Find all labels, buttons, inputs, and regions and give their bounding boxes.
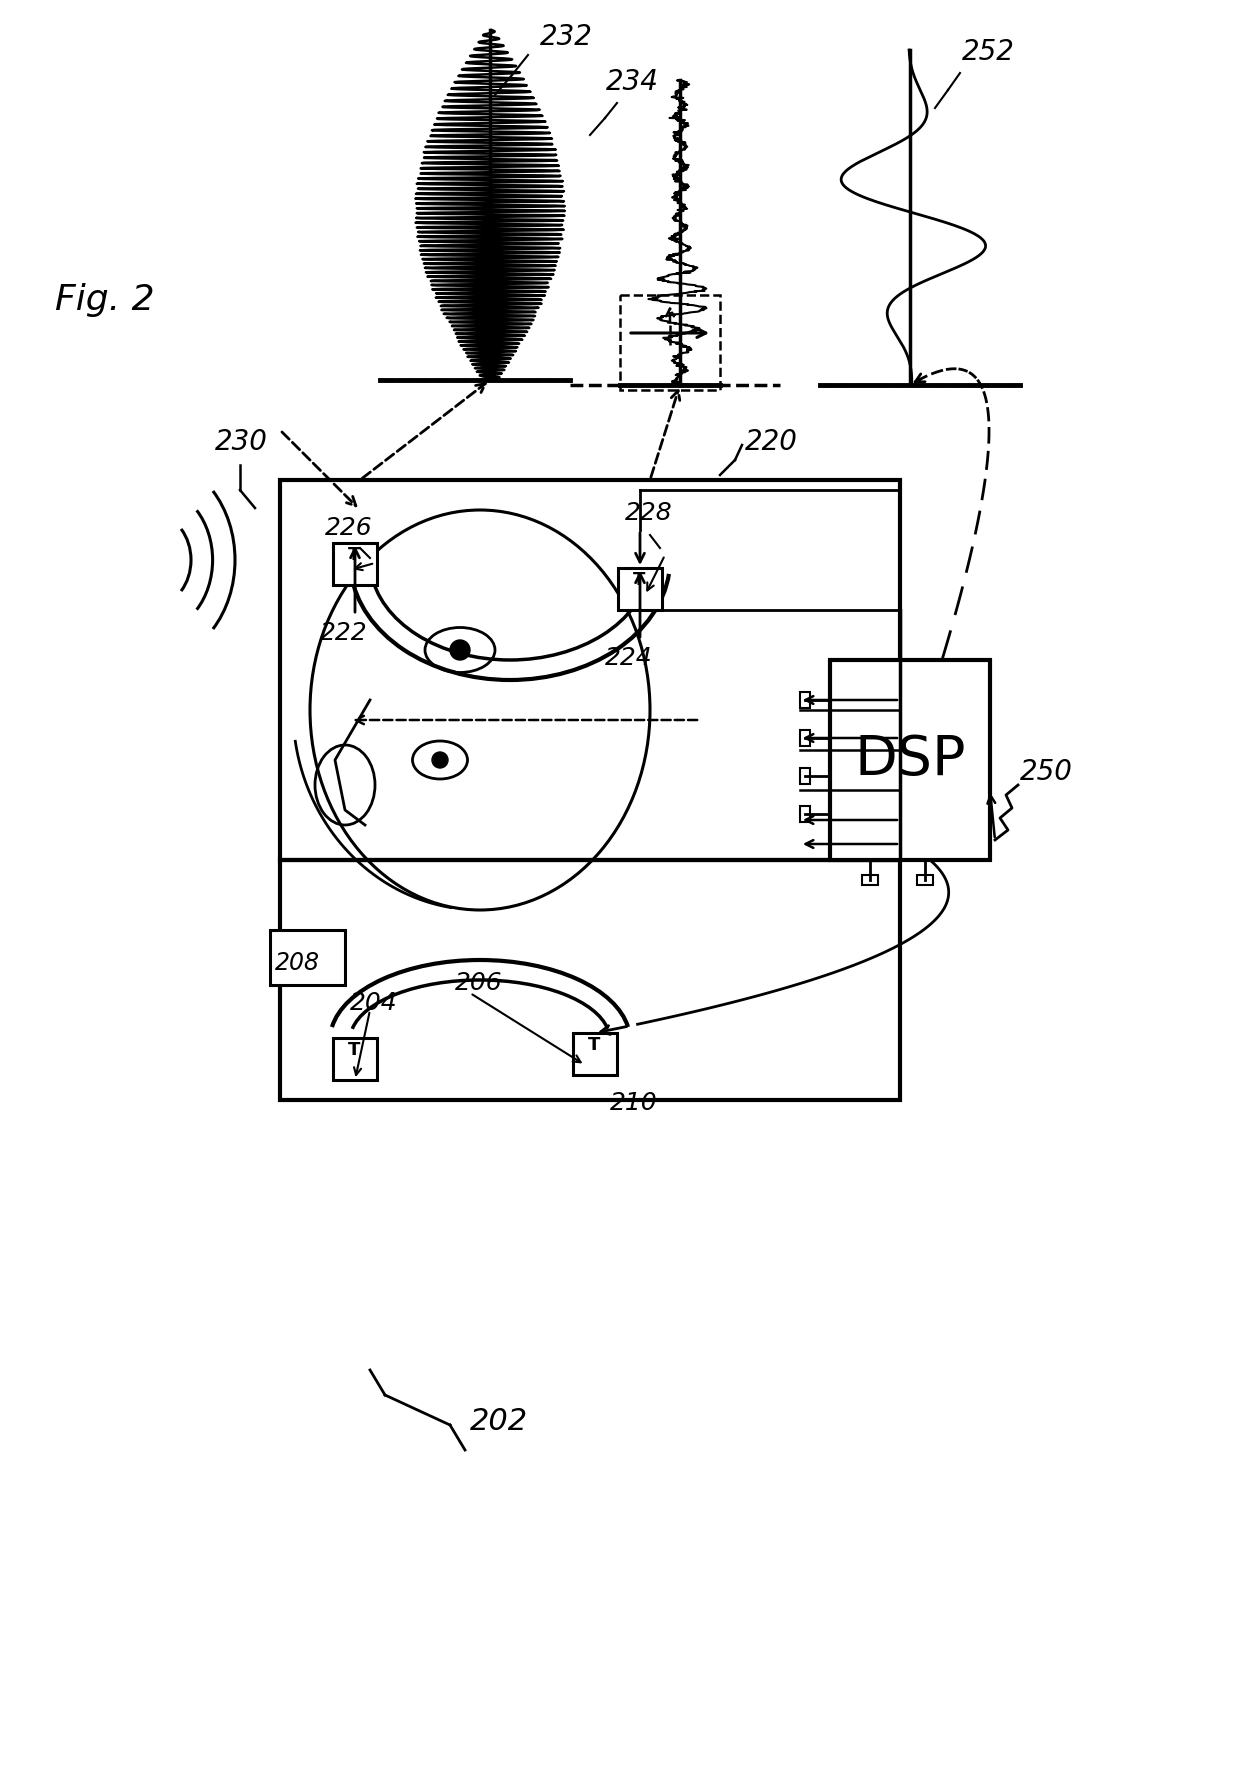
Text: 210: 210 bbox=[610, 1092, 657, 1115]
Text: 206: 206 bbox=[455, 970, 502, 995]
Text: T: T bbox=[348, 1042, 361, 1060]
Text: 202: 202 bbox=[470, 1408, 528, 1436]
Bar bbox=[280, 480, 900, 860]
Text: 222: 222 bbox=[320, 621, 367, 646]
Text: Fig. 2: Fig. 2 bbox=[55, 284, 155, 318]
Text: 232: 232 bbox=[539, 23, 593, 52]
Bar bbox=[334, 1038, 377, 1079]
Text: T: T bbox=[632, 571, 645, 589]
Text: 230: 230 bbox=[215, 428, 268, 457]
Bar bbox=[618, 567, 662, 610]
Bar bbox=[334, 542, 377, 585]
Bar bbox=[280, 860, 900, 1101]
Text: DSP: DSP bbox=[854, 733, 966, 787]
Text: 252: 252 bbox=[962, 37, 1014, 66]
Text: 226: 226 bbox=[325, 516, 373, 541]
Circle shape bbox=[450, 640, 470, 660]
Text: 228: 228 bbox=[625, 501, 672, 524]
Text: T: T bbox=[348, 546, 361, 564]
Bar bbox=[918, 874, 932, 885]
Bar bbox=[620, 294, 720, 391]
Text: 224: 224 bbox=[605, 646, 652, 671]
Bar bbox=[800, 767, 810, 783]
Bar bbox=[800, 692, 810, 708]
Bar bbox=[573, 1033, 618, 1076]
Text: 204: 204 bbox=[350, 990, 398, 1015]
Text: 220: 220 bbox=[745, 428, 797, 457]
Bar bbox=[800, 730, 810, 746]
Text: 234: 234 bbox=[606, 68, 658, 96]
Bar bbox=[800, 806, 810, 822]
Circle shape bbox=[432, 753, 448, 767]
Bar bbox=[270, 929, 345, 985]
Bar bbox=[830, 660, 990, 860]
Text: 250: 250 bbox=[1021, 758, 1073, 787]
Text: 208: 208 bbox=[275, 951, 320, 976]
Text: T: T bbox=[588, 1037, 600, 1054]
Bar bbox=[862, 874, 878, 885]
